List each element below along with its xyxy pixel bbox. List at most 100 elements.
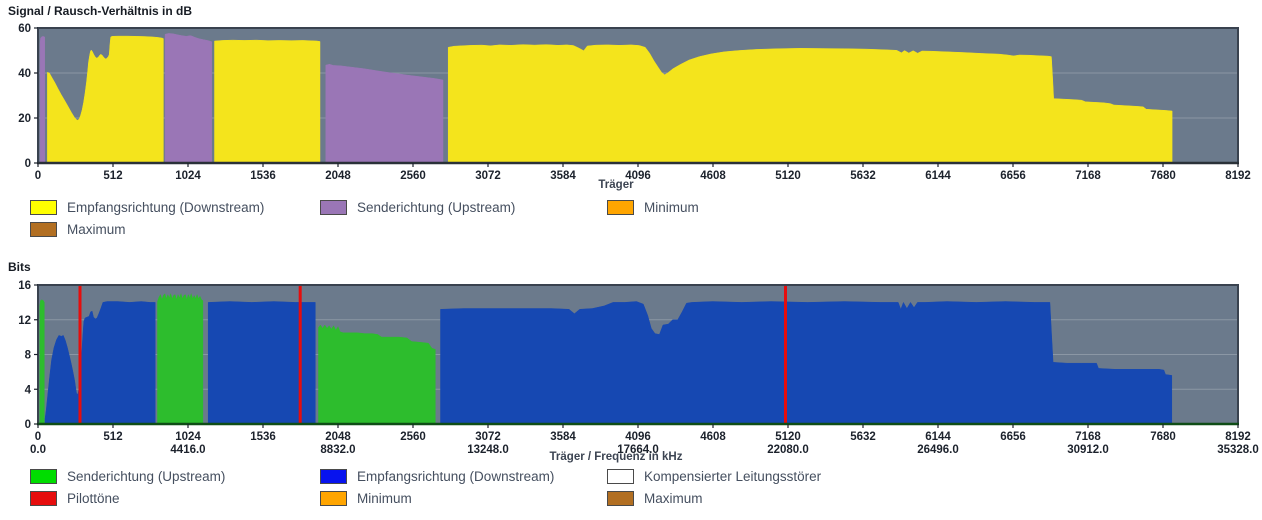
legend-label: Maximum — [644, 491, 703, 506]
x-tick-label: 8192 — [1225, 170, 1251, 182]
area-upstream — [325, 63, 444, 164]
x-tick-label: 0 — [35, 431, 41, 443]
legend-item: Pilottöne — [30, 491, 320, 506]
legend-item: Empfangsrichtung (Downstream) — [30, 200, 320, 215]
legend-item: Maximum — [30, 222, 320, 237]
x-tick-label: 7168 — [1075, 431, 1101, 443]
x-tick-label: 1024 — [175, 431, 201, 443]
x-tick-label: 512 — [103, 170, 122, 182]
x-tick-label: 3584 — [550, 170, 576, 182]
area-downstream — [207, 301, 316, 425]
pilot-tone-line — [298, 286, 302, 424]
legend-label: Kompensierter Leitungsstörer — [644, 469, 822, 484]
legend-label: Minimum — [644, 200, 699, 215]
x-tick-frequency-label: 8832.0 — [320, 444, 355, 456]
x-tick-label: 1536 — [250, 431, 276, 443]
x-tick-frequency-label: 22080.0 — [767, 444, 809, 456]
legend-swatch — [607, 491, 634, 506]
snr-plot: 0 512 1024 1536 2048 2560 3072 3584 4096 4608 5120… — [18, 23, 1251, 182]
snr-x-axis-label: Träger — [598, 179, 634, 191]
x-tick-frequency-label: 26496.0 — [917, 444, 959, 456]
legend-label: Empfangsrichtung (Downstream) — [357, 469, 555, 484]
legend-swatch — [320, 491, 347, 506]
legend-swatch — [320, 200, 347, 215]
x-tick-label: 5120 — [775, 431, 801, 443]
legend-label: Minimum — [357, 491, 412, 506]
y-tick-label: 12 — [18, 315, 31, 327]
x-tick-label: 2560 — [400, 431, 426, 443]
legend-label: Senderichtung (Upstream) — [357, 200, 516, 215]
x-tick-label: 7168 — [1075, 170, 1101, 182]
snr-chart-title: Signal / Rausch-Verhältnis in dB — [8, 4, 193, 18]
x-tick-label: 3072 — [475, 170, 501, 182]
x-tick-label: 4608 — [700, 431, 726, 443]
x-tick-label: 3584 — [550, 431, 576, 443]
legend-item: Kompensierter Leitungsstörer — [607, 469, 821, 484]
x-tick-label: 512 — [103, 431, 122, 443]
x-tick-frequency-label: 4416.0 — [170, 444, 205, 456]
legend-swatch — [30, 200, 57, 215]
x-tick-label: 1024 — [175, 170, 201, 182]
legend-swatch — [320, 469, 347, 484]
area-downstream — [47, 35, 164, 164]
x-tick-label: 0 — [35, 170, 41, 182]
legend-label: Empfangsrichtung (Downstream) — [67, 200, 265, 215]
y-tick-label: 20 — [18, 113, 31, 125]
x-tick-label: 5120 — [775, 170, 801, 182]
x-tick-frequency-label: 30912.0 — [1067, 444, 1109, 456]
area-downstream — [214, 39, 321, 164]
area-upstream — [39, 36, 45, 164]
legend-item: Senderichtung (Upstream) — [320, 200, 607, 215]
x-tick-label: 4608 — [700, 170, 726, 182]
legend-label: Maximum — [67, 222, 126, 237]
legend-swatch — [30, 469, 57, 484]
legend-item: Minimum — [320, 491, 607, 506]
snr-legend: Empfangsrichtung (Downstream) Senderichtu… — [30, 200, 699, 237]
legend-item: Minimum — [607, 200, 699, 215]
legend-swatch — [30, 222, 57, 237]
x-tick-label: 2560 — [400, 170, 426, 182]
x-tick-label: 1536 — [250, 170, 276, 182]
x-tick-label: 8192 — [1225, 431, 1251, 443]
legend-item: Maximum — [607, 491, 821, 506]
bits-x-axis-label: Träger / Frequenz in kHz — [549, 451, 683, 463]
y-tick-label: 4 — [25, 384, 32, 396]
x-tick-label: 5632 — [850, 170, 876, 182]
x-tick-label: 6144 — [925, 431, 951, 443]
x-tick-label: 4096 — [625, 431, 651, 443]
x-tick-frequency-label: 35328.0 — [1217, 444, 1259, 456]
x-tick-label: 7680 — [1150, 431, 1176, 443]
area-upstream — [164, 33, 212, 164]
x-tick-frequency-label: 13248.0 — [467, 444, 509, 456]
x-tick-label: 2048 — [325, 170, 351, 182]
x-tick-label: 6656 — [1000, 170, 1026, 182]
area-downstream — [447, 44, 1173, 164]
x-tick-label: 5632 — [850, 431, 876, 443]
y-tick-label: 8 — [25, 350, 32, 362]
x-tick-frequency-label: 0.0 — [30, 444, 46, 456]
y-tick-label: 0 — [25, 158, 31, 170]
x-tick-label: 2048 — [325, 431, 351, 443]
area-upstream — [39, 299, 45, 425]
x-tick-label: 7680 — [1150, 170, 1176, 182]
y-tick-label: 60 — [18, 23, 31, 35]
legend-swatch — [607, 200, 634, 215]
x-tick-frequency-label: 17664.0 — [617, 444, 659, 456]
area-upstream — [318, 324, 436, 425]
legend-swatch — [30, 491, 57, 506]
bits-legend: Senderichtung (Upstream) Empfangsrichtung… — [30, 469, 821, 506]
legend-swatch — [607, 469, 634, 484]
legend-item: Empfangsrichtung (Downstream) — [320, 469, 607, 484]
y-tick-label: 0 — [25, 419, 31, 431]
legend-label: Pilottöne — [67, 491, 120, 506]
x-tick-label: 6144 — [925, 170, 951, 182]
pilot-tone-line — [784, 286, 787, 424]
x-tick-label: 4096 — [625, 170, 651, 182]
legend-label: Senderichtung (Upstream) — [67, 469, 226, 484]
bits-chart-title: Bits — [8, 260, 31, 274]
area-downstream — [440, 301, 1173, 425]
x-tick-label: 3072 — [475, 431, 501, 443]
